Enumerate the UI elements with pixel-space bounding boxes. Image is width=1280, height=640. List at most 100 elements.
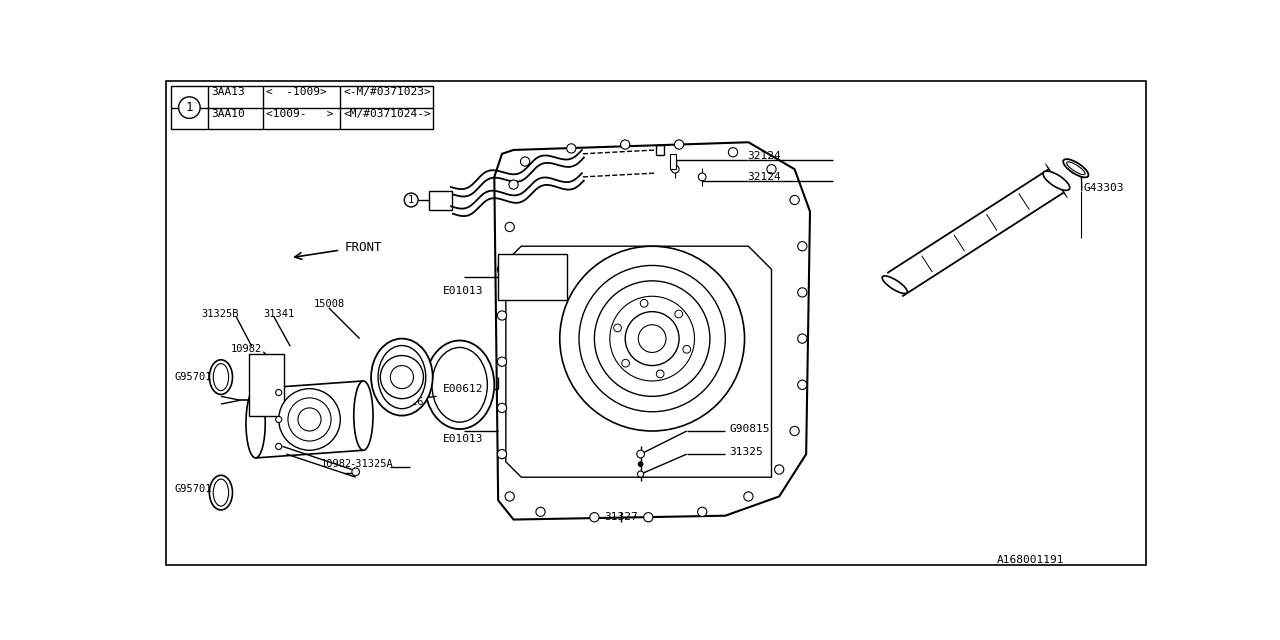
Circle shape bbox=[774, 465, 783, 474]
Bar bbox=[250, 354, 284, 415]
Bar bbox=[172, 86, 433, 129]
Circle shape bbox=[639, 324, 666, 353]
Bar bbox=[498, 254, 567, 300]
Circle shape bbox=[498, 357, 507, 366]
Circle shape bbox=[288, 398, 332, 441]
Circle shape bbox=[559, 246, 745, 431]
Circle shape bbox=[621, 140, 630, 149]
Ellipse shape bbox=[246, 388, 265, 458]
Text: 32124: 32124 bbox=[748, 151, 781, 161]
Circle shape bbox=[790, 195, 799, 205]
Circle shape bbox=[590, 513, 599, 522]
Text: G95701: G95701 bbox=[175, 484, 212, 493]
Ellipse shape bbox=[431, 348, 488, 422]
Text: E00612: E00612 bbox=[443, 383, 484, 394]
Circle shape bbox=[644, 513, 653, 522]
Ellipse shape bbox=[882, 276, 908, 294]
Circle shape bbox=[579, 266, 726, 412]
Ellipse shape bbox=[214, 364, 229, 390]
Text: FRONT: FRONT bbox=[344, 241, 381, 254]
Circle shape bbox=[506, 222, 515, 232]
Ellipse shape bbox=[210, 476, 233, 510]
Circle shape bbox=[622, 359, 630, 367]
Text: E01013: E01013 bbox=[443, 286, 484, 296]
Circle shape bbox=[498, 265, 507, 274]
Circle shape bbox=[275, 389, 282, 396]
Polygon shape bbox=[506, 246, 772, 477]
Circle shape bbox=[797, 380, 806, 389]
Ellipse shape bbox=[210, 360, 233, 394]
Ellipse shape bbox=[1064, 159, 1088, 177]
Circle shape bbox=[636, 451, 644, 458]
Text: 1: 1 bbox=[186, 101, 193, 114]
Text: 31325: 31325 bbox=[730, 447, 763, 457]
Ellipse shape bbox=[1043, 171, 1070, 190]
Circle shape bbox=[640, 300, 648, 307]
Circle shape bbox=[567, 144, 576, 153]
Bar bbox=[429, 191, 452, 210]
Text: 3AA13: 3AA13 bbox=[211, 87, 244, 97]
Ellipse shape bbox=[1066, 162, 1085, 175]
Circle shape bbox=[390, 365, 413, 388]
Text: 31341: 31341 bbox=[264, 309, 294, 319]
Circle shape bbox=[699, 173, 707, 180]
Circle shape bbox=[682, 346, 691, 353]
Text: A168001191: A168001191 bbox=[997, 556, 1064, 565]
Text: 1: 1 bbox=[408, 195, 415, 205]
Text: G95701: G95701 bbox=[175, 372, 212, 382]
Circle shape bbox=[498, 311, 507, 320]
Text: <-M/#0371023>: <-M/#0371023> bbox=[343, 87, 431, 97]
Circle shape bbox=[380, 356, 424, 399]
Text: G43303: G43303 bbox=[1083, 184, 1124, 193]
Circle shape bbox=[609, 296, 695, 381]
Circle shape bbox=[728, 148, 737, 157]
Circle shape bbox=[639, 462, 643, 467]
Text: 15008: 15008 bbox=[314, 299, 344, 309]
Circle shape bbox=[506, 492, 515, 501]
Circle shape bbox=[498, 449, 507, 459]
Circle shape bbox=[594, 281, 710, 396]
Circle shape bbox=[352, 468, 360, 476]
Circle shape bbox=[536, 508, 545, 516]
Text: <  -1009>: < -1009> bbox=[266, 87, 328, 97]
Circle shape bbox=[797, 241, 806, 251]
Circle shape bbox=[657, 370, 664, 378]
Circle shape bbox=[179, 97, 200, 118]
Ellipse shape bbox=[378, 346, 426, 409]
Circle shape bbox=[509, 180, 518, 189]
Circle shape bbox=[613, 324, 621, 332]
Circle shape bbox=[790, 426, 799, 436]
Text: E01013: E01013 bbox=[443, 434, 484, 444]
Text: 32124: 32124 bbox=[748, 172, 781, 182]
Ellipse shape bbox=[214, 479, 229, 506]
Text: 31325B: 31325B bbox=[202, 309, 239, 319]
Circle shape bbox=[404, 193, 419, 207]
Circle shape bbox=[625, 312, 680, 365]
Text: 10982: 10982 bbox=[230, 344, 262, 355]
Text: 31327: 31327 bbox=[604, 512, 639, 522]
Circle shape bbox=[637, 471, 644, 477]
Text: -31325A: -31325A bbox=[349, 459, 393, 469]
Text: 10982: 10982 bbox=[321, 459, 352, 469]
Ellipse shape bbox=[371, 339, 433, 415]
Circle shape bbox=[797, 288, 806, 297]
Polygon shape bbox=[494, 142, 810, 520]
Circle shape bbox=[675, 140, 684, 149]
Circle shape bbox=[498, 403, 507, 413]
Circle shape bbox=[521, 157, 530, 166]
Circle shape bbox=[275, 417, 282, 422]
Circle shape bbox=[672, 165, 680, 173]
Circle shape bbox=[797, 334, 806, 343]
Text: G90016: G90016 bbox=[387, 397, 424, 407]
Text: 3AA10: 3AA10 bbox=[211, 109, 244, 119]
Text: G90815: G90815 bbox=[730, 424, 769, 434]
Circle shape bbox=[275, 444, 282, 449]
Circle shape bbox=[675, 310, 682, 318]
Text: <M/#0371024->: <M/#0371024-> bbox=[343, 109, 431, 119]
Circle shape bbox=[767, 164, 776, 174]
Circle shape bbox=[298, 408, 321, 431]
Circle shape bbox=[744, 492, 753, 501]
Text: <1009-   >: <1009- > bbox=[266, 109, 334, 119]
Bar bbox=[669, 154, 676, 169]
Ellipse shape bbox=[353, 381, 372, 451]
